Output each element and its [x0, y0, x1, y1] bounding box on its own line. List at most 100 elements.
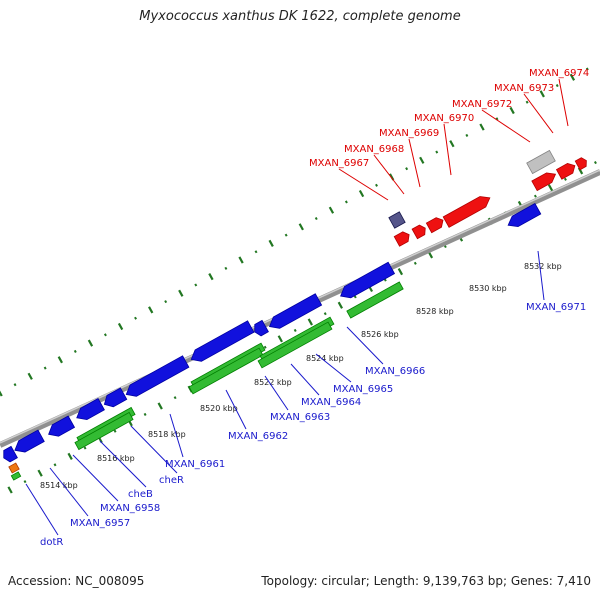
forward-gene	[442, 196, 491, 228]
bp-label: 8530 kbp	[469, 284, 507, 293]
label-leader	[99, 440, 147, 488]
tick-mark	[419, 156, 425, 164]
reverse-gene	[3, 445, 18, 463]
tick-mark	[277, 335, 283, 343]
tick-mark	[344, 200, 348, 204]
gene-label: MXAN_6968	[344, 144, 404, 155]
label-leader	[537, 250, 545, 301]
tick-mark	[495, 117, 499, 121]
reverse-gene	[48, 415, 76, 437]
forward-gene	[393, 231, 410, 247]
reverse-gene	[76, 397, 105, 421]
reverse-gene	[190, 320, 255, 362]
tick-mark	[593, 161, 597, 165]
forward-gene	[425, 217, 444, 234]
tick-mark	[53, 463, 57, 467]
tick-mark	[23, 480, 27, 484]
label-leader	[25, 483, 59, 536]
forward-gene	[574, 157, 587, 171]
tick-mark	[208, 273, 214, 281]
tick-mark	[173, 396, 177, 400]
tick-mark	[224, 266, 228, 270]
reverse-gene	[268, 293, 323, 329]
tick-mark	[569, 73, 576, 81]
tick-mark	[254, 250, 258, 254]
gene-label: MXAN_6972	[452, 99, 512, 110]
tick-mark	[7, 486, 13, 494]
tick-mark	[143, 412, 147, 416]
label-leader	[169, 413, 184, 458]
tick-mark	[134, 316, 137, 320]
gene-label: MXAN_6971	[526, 302, 586, 313]
tick-mark	[73, 349, 77, 353]
tick-mark	[405, 167, 409, 171]
tick-mark	[465, 133, 469, 137]
tick-mark	[547, 184, 554, 192]
small-feature	[388, 211, 406, 229]
tick-mark	[525, 100, 529, 104]
tick-mark	[13, 383, 17, 387]
tick-mark	[563, 177, 567, 181]
label-leader	[49, 467, 89, 517]
bp-label: 8514 kbp	[40, 481, 78, 490]
tick-mark	[117, 322, 124, 331]
rna-feature	[257, 321, 333, 369]
label-leader	[225, 389, 247, 430]
bp-label: 8526 kbp	[361, 330, 399, 339]
tick-mark	[293, 328, 297, 333]
tick-mark	[43, 366, 47, 370]
tick-mark	[555, 84, 559, 88]
gene-label: cheB	[128, 489, 153, 500]
tick-mark	[539, 90, 545, 98]
tick-mark	[87, 339, 94, 347]
rna-feature	[346, 281, 404, 319]
forward-gene-labels: MXAN_6967 MXAN_6968 MXAN_6969 MXAN_6970 MXAN…	[309, 68, 589, 201]
bp-label: 8516 kbp	[97, 454, 135, 463]
tick-mark	[157, 402, 163, 410]
gene-label: MXAN_6970	[414, 113, 474, 124]
reverse-gene	[507, 202, 542, 228]
tick-mark	[375, 183, 378, 187]
label-leader	[443, 123, 452, 176]
tick-mark	[57, 356, 63, 364]
gene-features	[3, 149, 587, 481]
label-leader	[408, 138, 421, 188]
tick-mark	[67, 452, 73, 460]
tick-mark	[328, 206, 335, 214]
rna-feature	[10, 471, 22, 481]
tick-mark	[533, 194, 537, 198]
tick-mark	[0, 389, 3, 397]
bp-label: 8520 kbp	[200, 404, 238, 413]
tick-mark	[323, 312, 327, 316]
tick-mark	[178, 289, 184, 297]
label-leader	[338, 168, 389, 201]
gene-label: MXAN_6961	[165, 459, 225, 470]
rna-feature	[74, 411, 134, 451]
gene-label: MXAN_6965	[333, 384, 393, 395]
tick-mark	[148, 306, 154, 314]
label-leader	[290, 363, 320, 396]
label-leader	[346, 326, 384, 365]
tick-mark	[307, 318, 313, 326]
bp-label: 8522 kbp	[254, 378, 292, 387]
tick-mark	[238, 256, 244, 264]
tick-mark	[298, 223, 304, 231]
tick-mark	[577, 167, 584, 175]
label-leader	[264, 375, 289, 411]
gene-label: dotR	[40, 537, 63, 548]
tick-mark	[37, 469, 43, 477]
label-leader	[523, 93, 554, 134]
reverse-gene	[254, 319, 269, 337]
tick-mark	[268, 239, 274, 247]
tick-mark	[449, 140, 455, 148]
tick-mark	[27, 372, 33, 380]
tick-mark	[263, 345, 267, 349]
label-leader	[481, 109, 531, 143]
gene-label: MXAN_6966	[365, 366, 425, 377]
tick-mark	[509, 106, 515, 115]
tick-mark	[397, 268, 404, 276]
gene-label: MXAN_6969	[379, 128, 439, 139]
gray-gene	[526, 149, 556, 175]
tick-mark	[164, 300, 168, 304]
tick-mark	[83, 446, 87, 450]
